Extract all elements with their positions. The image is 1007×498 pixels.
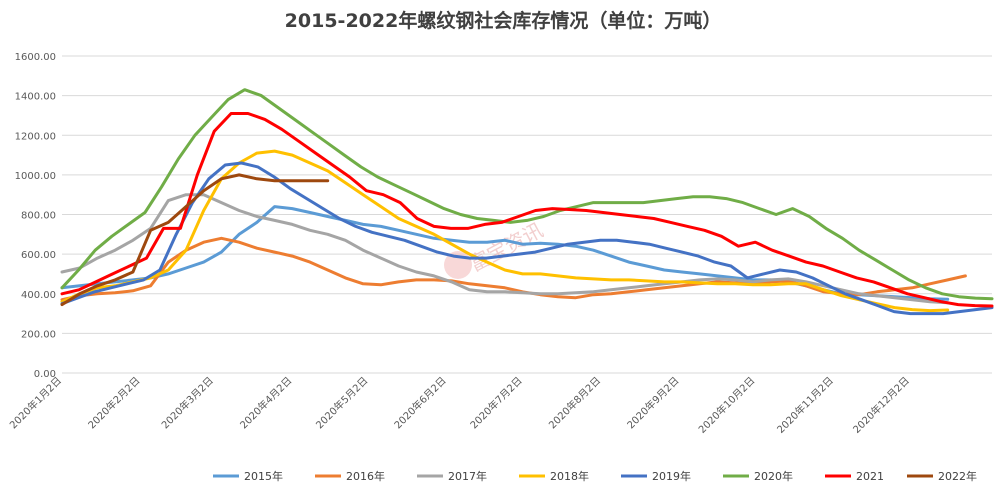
legend-label: 2020年 <box>754 469 793 483</box>
legend-label: 2021 <box>856 470 884 483</box>
y-tick-label: 800.00 <box>21 211 56 222</box>
y-tick-label: 1400.00 <box>15 92 56 103</box>
series-line-5 <box>60 88 994 301</box>
y-tick-label: 200.00 <box>21 329 56 340</box>
legend-label: 2015年 <box>244 469 283 483</box>
series-lines <box>60 88 994 316</box>
y-tick-label: 1000.00 <box>15 171 56 182</box>
y-tick-label: 400.00 <box>21 290 56 301</box>
series-line-6 <box>60 112 994 308</box>
series-line-7 <box>60 173 330 307</box>
legend: 2015年 2016年 2017年 2018年 2019年 2020年 2021 2022年 <box>213 469 977 483</box>
legend-label: 2018年 <box>550 469 589 483</box>
series-line-3 <box>60 149 950 313</box>
y-axis-tick-labels: 0.00 200.00 400.00 600.00 800.00 1000.00 1200.… <box>15 52 56 380</box>
legend-label: 2022年 <box>938 469 977 483</box>
legend-label: 2016年 <box>346 469 385 483</box>
y-tick-label: 600.00 <box>21 250 56 261</box>
series-line-1 <box>60 236 967 302</box>
y-tick-label: 1600.00 <box>15 52 56 63</box>
series-line-4 <box>60 161 994 316</box>
y-tick-label: 1200.00 <box>15 131 56 142</box>
legend-label: 2017年 <box>448 469 487 483</box>
legend-label: 2019年 <box>652 469 691 483</box>
y-tick-label: 0.00 <box>34 369 56 380</box>
chart-title: 2015-2022年螺纹钢社会库存情况（单位：万吨） <box>285 9 722 32</box>
